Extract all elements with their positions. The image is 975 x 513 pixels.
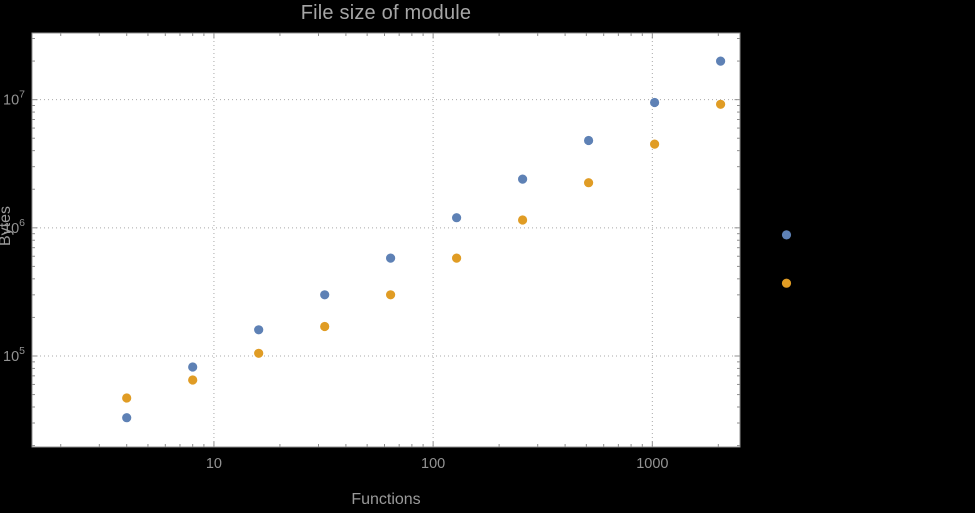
data-point-orange [452,253,462,263]
y-axis-label: Bytes [0,206,14,247]
x-axis-label: Functions [351,491,421,508]
data-point-blue [650,97,660,108]
data-point-blue [518,174,528,184]
data-point-blue [781,230,792,240]
data-point-blue [386,253,396,263]
chart-title: File size of module [300,2,472,24]
data-point-orange [122,393,132,403]
data-point-orange [386,290,396,300]
data-point-blue [188,362,198,372]
data-point-blue [122,413,132,423]
x-tick-label: 1000 [636,456,668,472]
data-point-orange [518,215,528,225]
data-point-orange [320,321,330,332]
data-point-blue [452,213,462,223]
y-tick-label: 105 [3,345,25,365]
data-point-blue [254,325,264,335]
plot-area [32,33,740,447]
data-point-blue [584,135,594,146]
data-point-orange [584,178,594,188]
x-tick-label: 10 [206,456,222,472]
y-tick-label: 106 [3,217,25,237]
data-point-orange [650,139,660,149]
y-tick-label: 107 [3,89,25,109]
x-tick-label: 100 [421,456,445,472]
data-point-orange [188,375,198,385]
data-point-orange [781,278,792,288]
data-point-orange [716,99,726,109]
data-point-orange [254,348,264,358]
data-point-blue [320,290,330,300]
data-point-blue [716,56,726,66]
